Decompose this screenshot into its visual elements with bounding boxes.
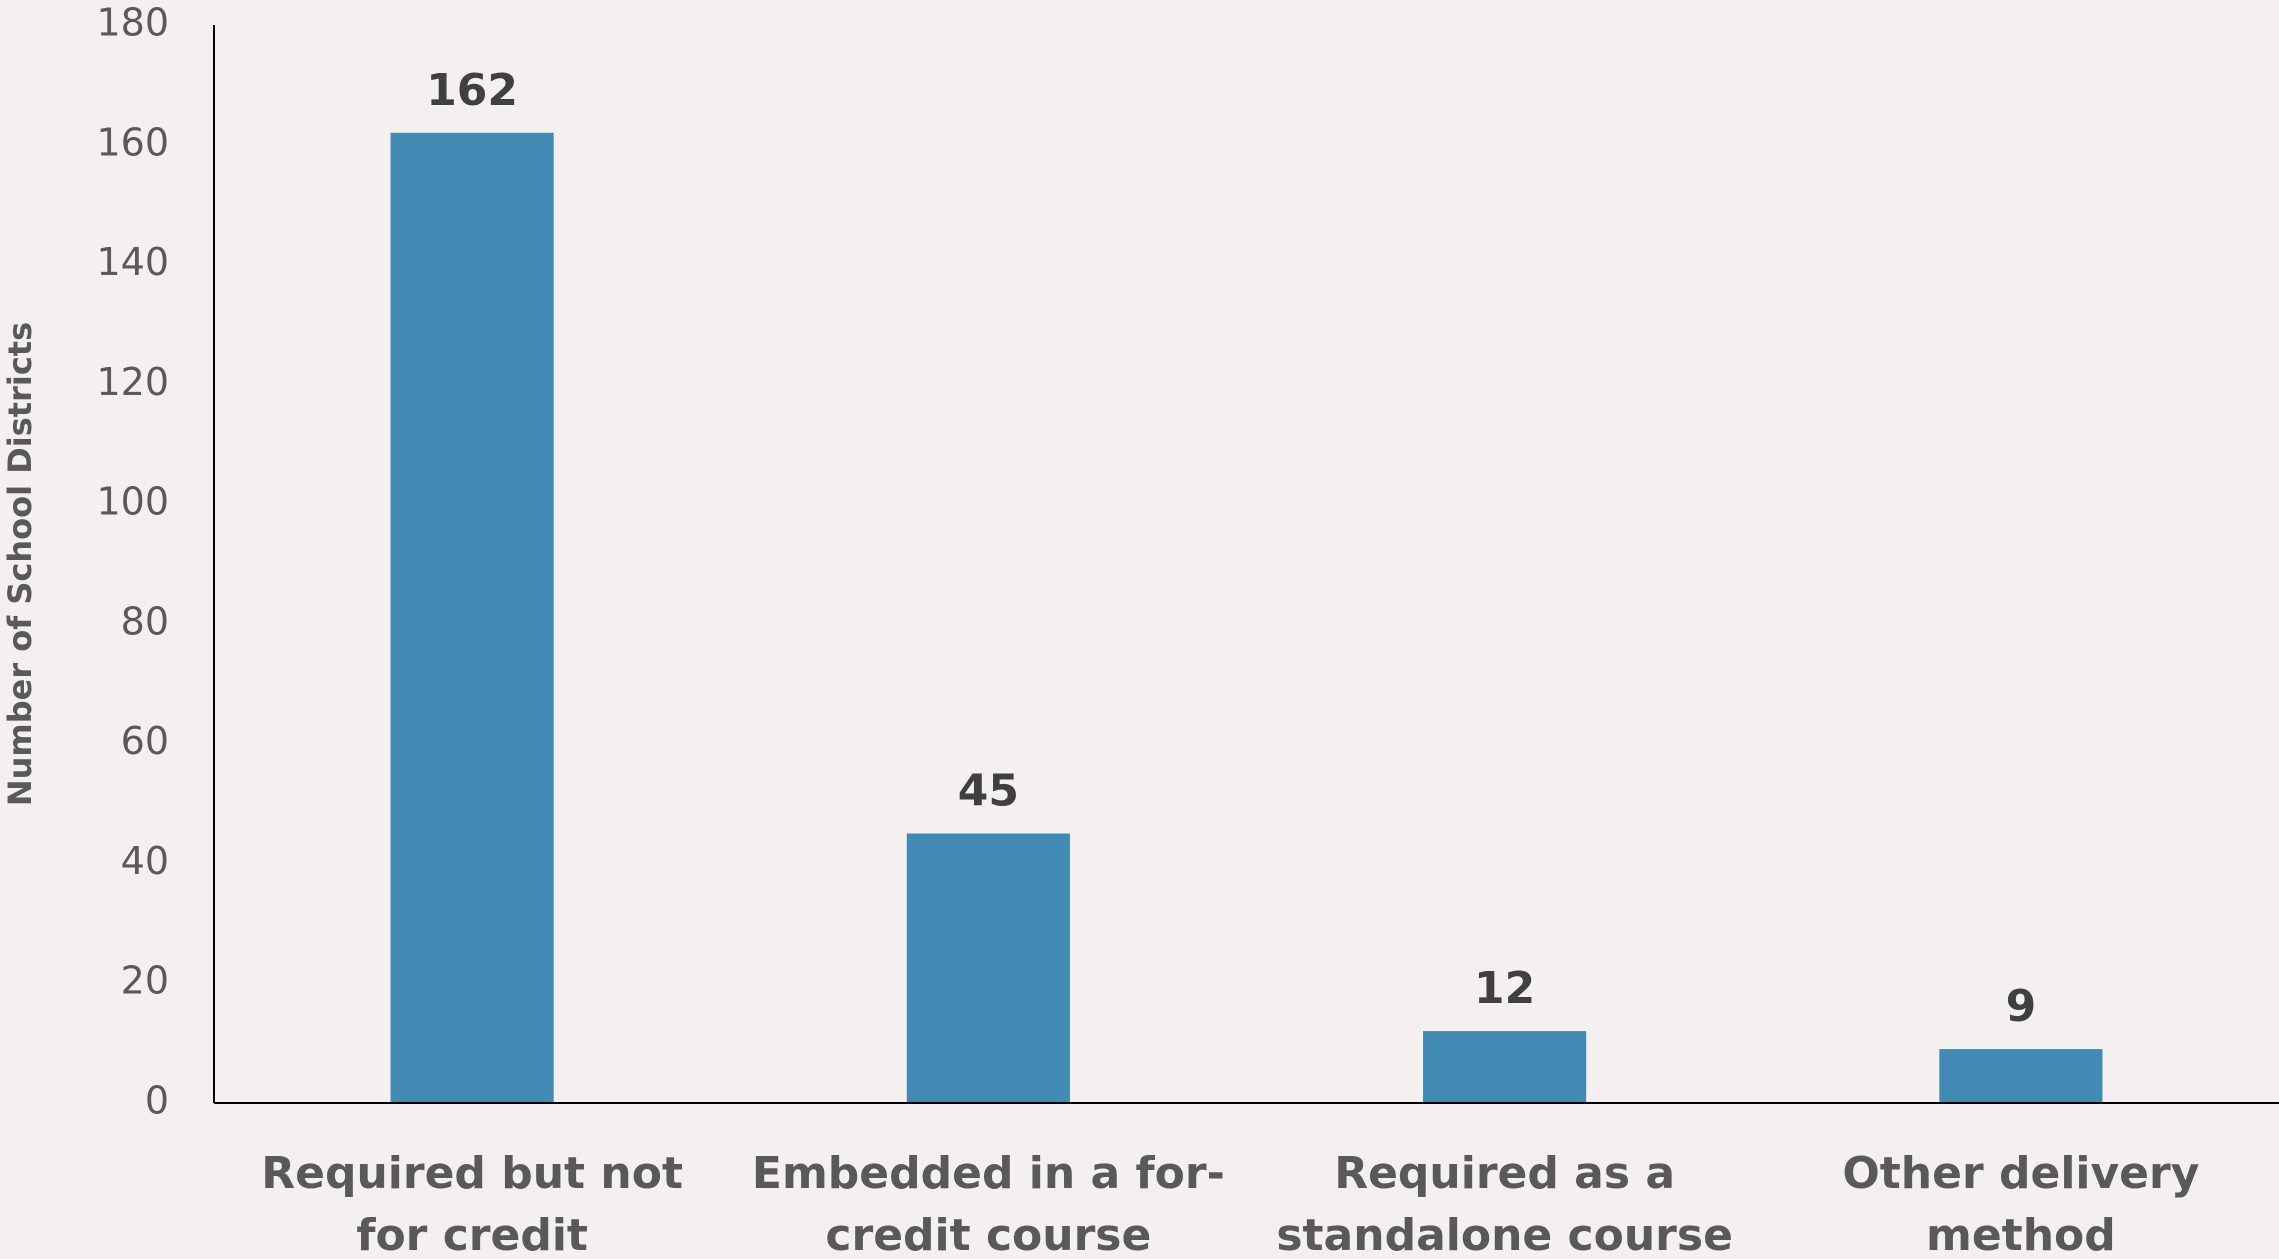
y-tick-label: 60 <box>121 719 169 763</box>
bar <box>906 833 1070 1103</box>
y-tick-label: 120 <box>96 360 169 404</box>
y-axis-title: Number of School Districts <box>1 322 39 806</box>
y-tick-label: 80 <box>121 599 169 643</box>
bar <box>1939 1049 2103 1103</box>
value-label: 45 <box>958 766 1019 817</box>
y-tick-label: 40 <box>121 839 169 883</box>
y-tick-label: 160 <box>96 120 169 164</box>
y-tick-label: 0 <box>145 1079 169 1123</box>
y-tick-label: 100 <box>96 480 169 524</box>
x-tick-label: Required but not for credit <box>261 1148 683 1259</box>
value-label: 9 <box>2006 981 2037 1032</box>
bar <box>390 132 554 1104</box>
x-tick-label: Embedded in a for-credit course <box>751 1148 1225 1259</box>
value-label: 12 <box>1474 963 1535 1014</box>
x-tick-label: Other delivery method <box>1842 1148 2200 1259</box>
y-tick-label: 140 <box>96 240 169 284</box>
y-tick-label: 180 <box>96 1 169 45</box>
value-label: 162 <box>426 65 518 116</box>
y-tick-label: 20 <box>121 959 169 1003</box>
bar <box>1423 1031 1587 1103</box>
x-tick-label: Required as a standalone course <box>1276 1148 1733 1259</box>
